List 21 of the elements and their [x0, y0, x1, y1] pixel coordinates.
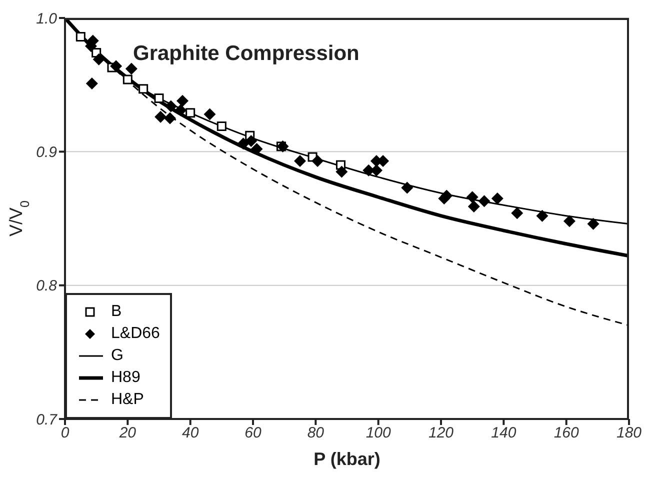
x-tick-label: 180 — [616, 424, 642, 442]
x-tick-label: 40 — [182, 424, 200, 442]
x-axis-title: P (kbar) — [314, 449, 380, 469]
legend-label: B — [111, 302, 122, 322]
y-tick-label: 0.8 — [36, 278, 58, 295]
y-tick-label: 1.0 — [36, 10, 58, 28]
x-tick-label: 120 — [428, 424, 454, 442]
y-tick-label: 0.9 — [36, 144, 58, 161]
x-tick-label: 60 — [244, 424, 262, 442]
x-tick-label: 0 — [60, 424, 70, 442]
x-tick-label: 160 — [554, 424, 580, 442]
x-tick-label: 100 — [366, 424, 392, 442]
legend-label: G — [111, 346, 124, 366]
x-tick-label: 140 — [491, 424, 517, 442]
legend-label: L&D66 — [111, 324, 160, 344]
text: Graphite Compression — [133, 42, 360, 66]
x-tick-label: 20 — [118, 424, 137, 442]
x-tick-label: 80 — [307, 424, 325, 442]
y-tick-label: 0.7 — [36, 411, 58, 428]
legend-label: H&P — [111, 390, 144, 410]
legend-label: H89 — [111, 368, 140, 388]
